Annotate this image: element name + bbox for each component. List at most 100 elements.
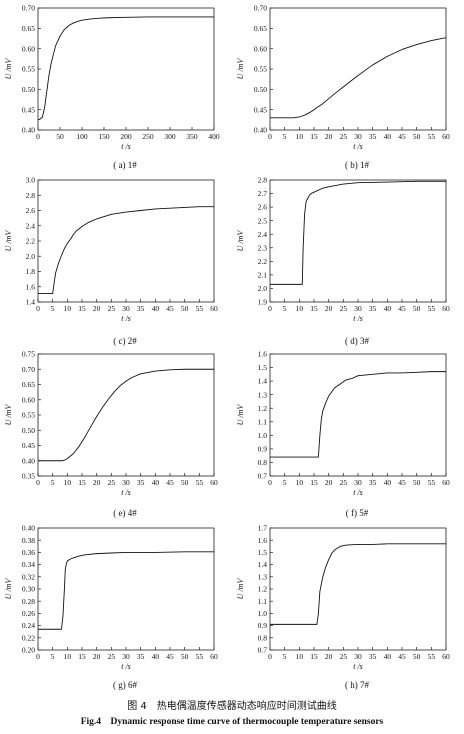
series-line (270, 543, 446, 625)
chart-svg: 0 50 100 150 200 250 300 350 400 0.40 0.45 0.50 0.55… (4, 4, 220, 151)
x-tick-label: 20 (325, 132, 333, 141)
y-tick-label: 2.2 (26, 237, 36, 246)
y-axis-label: U /mV (236, 578, 245, 600)
y-tick-label: 0.50 (22, 85, 35, 94)
caption-h: ( h) 7# (345, 680, 369, 690)
x-tick-label: 50 (413, 304, 421, 313)
plot-frame (269, 179, 447, 303)
y-tick-label: 0.65 (22, 380, 35, 389)
chart-svg: 0 5 10 15 20 25 30 35 40 45 50 55 60 0.40 0.45 0.50 0.55… (236, 4, 450, 151)
chart-svg: 0 5 10 15 20 25 30 35 40 45 50 55 60 0.7 0.8 0.9 1.0 1.1 1… (236, 524, 450, 671)
x-tick-label: 30 (354, 304, 362, 313)
x-tick-label: 0 (268, 132, 272, 141)
y-tick-label: 3.0 (26, 176, 36, 185)
y-tick-label: 1.1 (258, 417, 268, 426)
y-tick-label: 0.65 (254, 24, 267, 33)
chart-svg: 0 5 10 15 20 25 30 35 40 45 50 55 60 0.20 0.22 0.24 0.26… (4, 524, 218, 671)
x-tick-label: 15 (310, 652, 318, 661)
x-tick-label: 20 (325, 478, 333, 487)
y-tick-label: 0.30 (22, 585, 35, 594)
x-tick-label: 50 (181, 652, 189, 661)
series-line (270, 371, 446, 458)
x-tick-label: 55 (428, 132, 436, 141)
chart-panel-f: 0 5 10 15 20 25 30 35 40 45 50 55 60 0.7 0.8 0.9 1.0 1.1 1… (234, 348, 454, 498)
x-tick-label: 25 (340, 304, 348, 313)
y-tick-label: 0.60 (22, 44, 35, 53)
chart-panel-b: 0 5 10 15 20 25 30 35 40 45 50 55 60 0.40 0.45 0.50 0.55… (234, 2, 454, 152)
x-tick-label: 45 (398, 304, 406, 313)
y-tick-label: 0.26 (22, 609, 35, 618)
y-tick-label: 0.20 (22, 646, 35, 655)
x-tick-label: 60 (442, 304, 450, 313)
x-tick-label: 25 (340, 478, 348, 487)
y-tick-label: 2.0 (26, 252, 36, 261)
x-tick-label: 5 (283, 478, 287, 487)
x-tick-label: 30 (354, 652, 362, 661)
y-tick-label: 0.7 (258, 472, 268, 481)
x-axis-label: t /s (121, 662, 131, 671)
x-tick-label: 15 (310, 304, 318, 313)
y-tick-label: 2.3 (258, 243, 268, 252)
y-tick-label: 0.36 (22, 548, 35, 557)
x-tick-label: 400 (208, 132, 220, 141)
x-tick-label: 0 (36, 652, 40, 661)
y-tick-label: 0.45 (254, 105, 267, 114)
y-tick-label: 1.2 (258, 585, 268, 594)
y-tick-label: 0.7 (258, 646, 268, 655)
figure-title-english: Fig.4 Dynamic response time curve of the… (80, 717, 384, 727)
chart-panel-e: 0 5 10 15 20 25 30 35 40 45 50 55 60 0.35 0.40 0.45 0.50… (2, 348, 222, 498)
y-tick-label: 2.6 (26, 206, 36, 215)
caption-g: ( g) 6# (113, 680, 137, 690)
y-tick-label: 2.8 (26, 191, 36, 200)
y-tick-label: 0.9 (258, 444, 268, 453)
y-tick-label: 2.1 (258, 270, 268, 279)
x-tick-label: 50 (413, 132, 421, 141)
x-tick-label: 45 (398, 132, 406, 141)
x-tick-label: 40 (384, 304, 392, 313)
series-line (270, 180, 446, 285)
x-tick-label: 25 (108, 478, 116, 487)
x-tick-label: 20 (325, 304, 333, 313)
x-tick-label: 0 (268, 304, 272, 313)
x-tick-label: 60 (442, 132, 450, 141)
y-axis-label: U /mV (4, 58, 13, 80)
x-tick-label: 100 (76, 132, 88, 141)
x-tick-label: 10 (64, 652, 72, 661)
x-tick-label: 10 (296, 652, 304, 661)
x-tick-label: 60 (442, 478, 450, 487)
x-tick-label: 40 (152, 478, 160, 487)
x-tick-label: 40 (384, 132, 392, 141)
x-tick-label: 5 (283, 304, 287, 313)
y-tick-label: 1.1 (258, 597, 268, 606)
y-tick-label: 0.40 (22, 126, 35, 135)
x-axis-label: t /s (353, 314, 363, 323)
y-tick-label: 1.0 (258, 431, 268, 440)
x-tick-label: 30 (122, 478, 130, 487)
x-tick-label: 40 (384, 478, 392, 487)
x-axis-label: t /s (353, 142, 363, 151)
x-tick-label: 55 (196, 304, 204, 313)
y-tick-label: 2.5 (258, 216, 268, 225)
x-tick-label: 45 (166, 652, 174, 661)
x-tick-label: 55 (428, 304, 436, 313)
y-axis-label: U /mV (236, 58, 245, 80)
x-tick-label: 15 (310, 478, 318, 487)
x-tick-label: 200 (120, 132, 132, 141)
y-tick-label: 2.0 (258, 284, 268, 293)
y-tick-label: 1.5 (258, 548, 268, 557)
x-tick-label: 40 (384, 652, 392, 661)
x-tick-label: 35 (369, 304, 377, 313)
y-tick-label: 0.70 (22, 365, 35, 374)
y-tick-label: 1.0 (258, 609, 268, 618)
y-tick-label: 2.4 (258, 230, 268, 239)
caption-e: ( e) 4# (113, 508, 137, 518)
x-tick-label: 25 (340, 132, 348, 141)
y-tick-label: 0.9 (258, 621, 268, 630)
y-tick-label: 2.8 (258, 176, 268, 185)
y-tick-label: 0.45 (22, 441, 35, 450)
y-tick-label: 0.75 (22, 350, 35, 359)
y-axis-label: U /mV (236, 230, 245, 252)
y-tick-label: 1.4 (26, 298, 36, 307)
x-tick-label: 5 (51, 304, 55, 313)
y-tick-label: 0.8 (258, 458, 268, 467)
